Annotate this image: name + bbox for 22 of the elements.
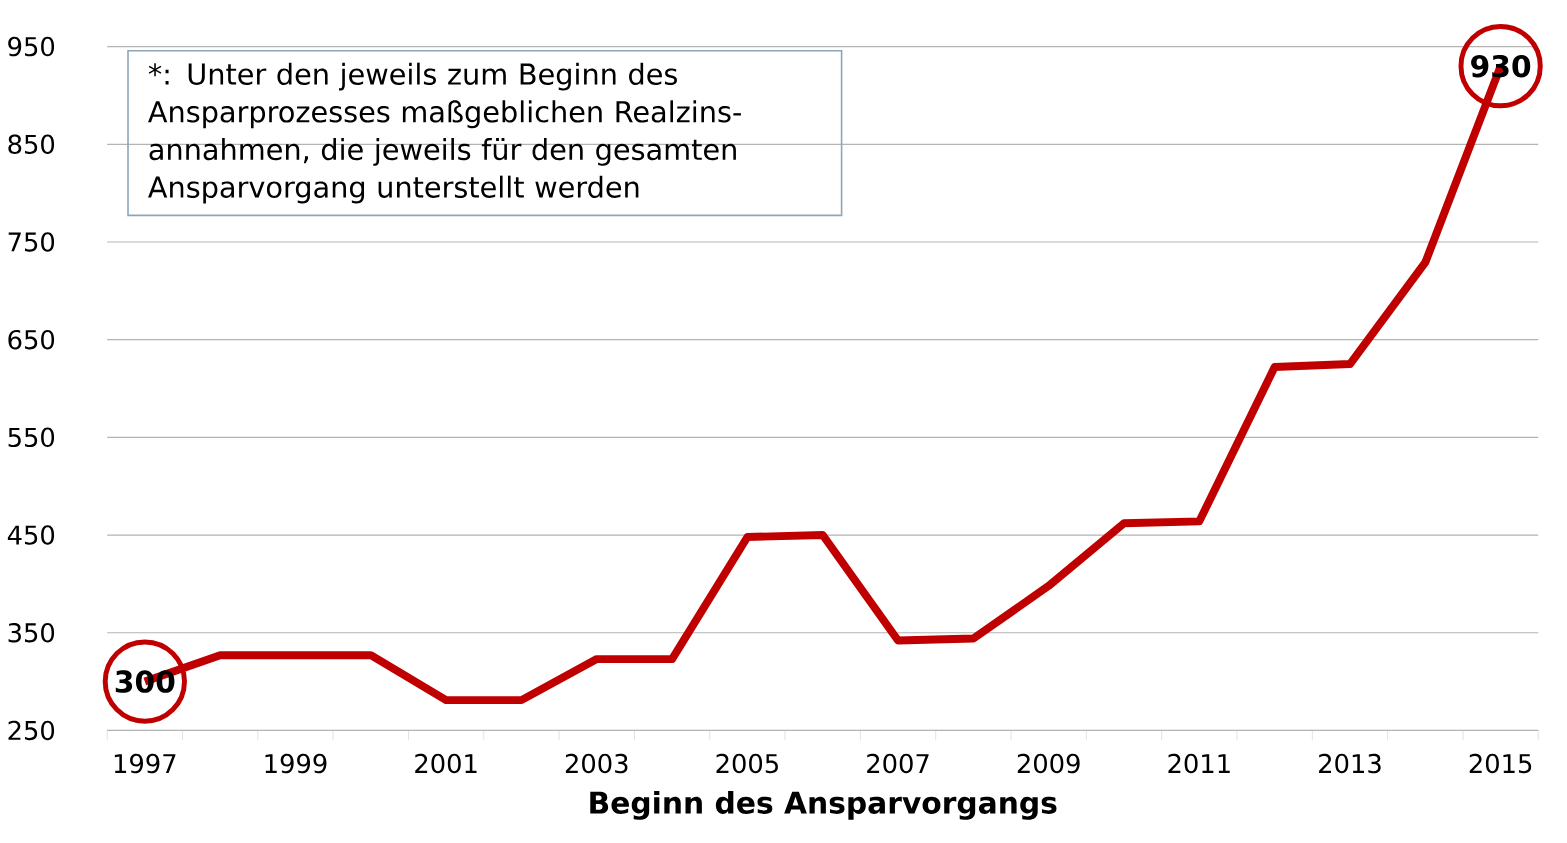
y-tick-label: 650 bbox=[8, 329, 55, 350]
data-label: 300 bbox=[115, 670, 175, 693]
y-tick-label: 550 bbox=[8, 427, 55, 447]
y-tick-label: 750 bbox=[8, 232, 55, 252]
x-tick-label: 2013 bbox=[1319, 753, 1381, 774]
data-label: 930 bbox=[1471, 54, 1531, 78]
y-tick-label: 450 bbox=[7, 525, 55, 545]
y-tick-label: 950 bbox=[8, 36, 55, 57]
x-tick-label: 2007 bbox=[867, 753, 929, 774]
x-tick-label: 2005 bbox=[716, 753, 778, 774]
x-tick-label: 2001 bbox=[415, 753, 477, 774]
x-tick-label: 2015 bbox=[1469, 753, 1532, 774]
x-tick-label: 2003 bbox=[565, 753, 628, 774]
y-tick-label: 250 bbox=[8, 720, 55, 740]
x-tick-label: 2011 bbox=[1168, 753, 1230, 774]
x-tick-label: 2009 bbox=[1017, 753, 1080, 774]
x-axis-title: Beginn des Ansparvorgangs bbox=[590, 790, 1057, 820]
annotation: *: Unter den jeweils zum Beginn des Ansparprozesses maßgeblichen Realzins-annahmen, die jeweils für den gesamten Ansparvorgang unterstellt werden bbox=[148, 62, 741, 204]
x-tick-label: 1999 bbox=[265, 753, 327, 774]
y-tick-label: 350 bbox=[8, 622, 55, 643]
y-tick-label: 850 bbox=[8, 134, 55, 154]
x-tick-label: 1997 bbox=[114, 753, 176, 774]
